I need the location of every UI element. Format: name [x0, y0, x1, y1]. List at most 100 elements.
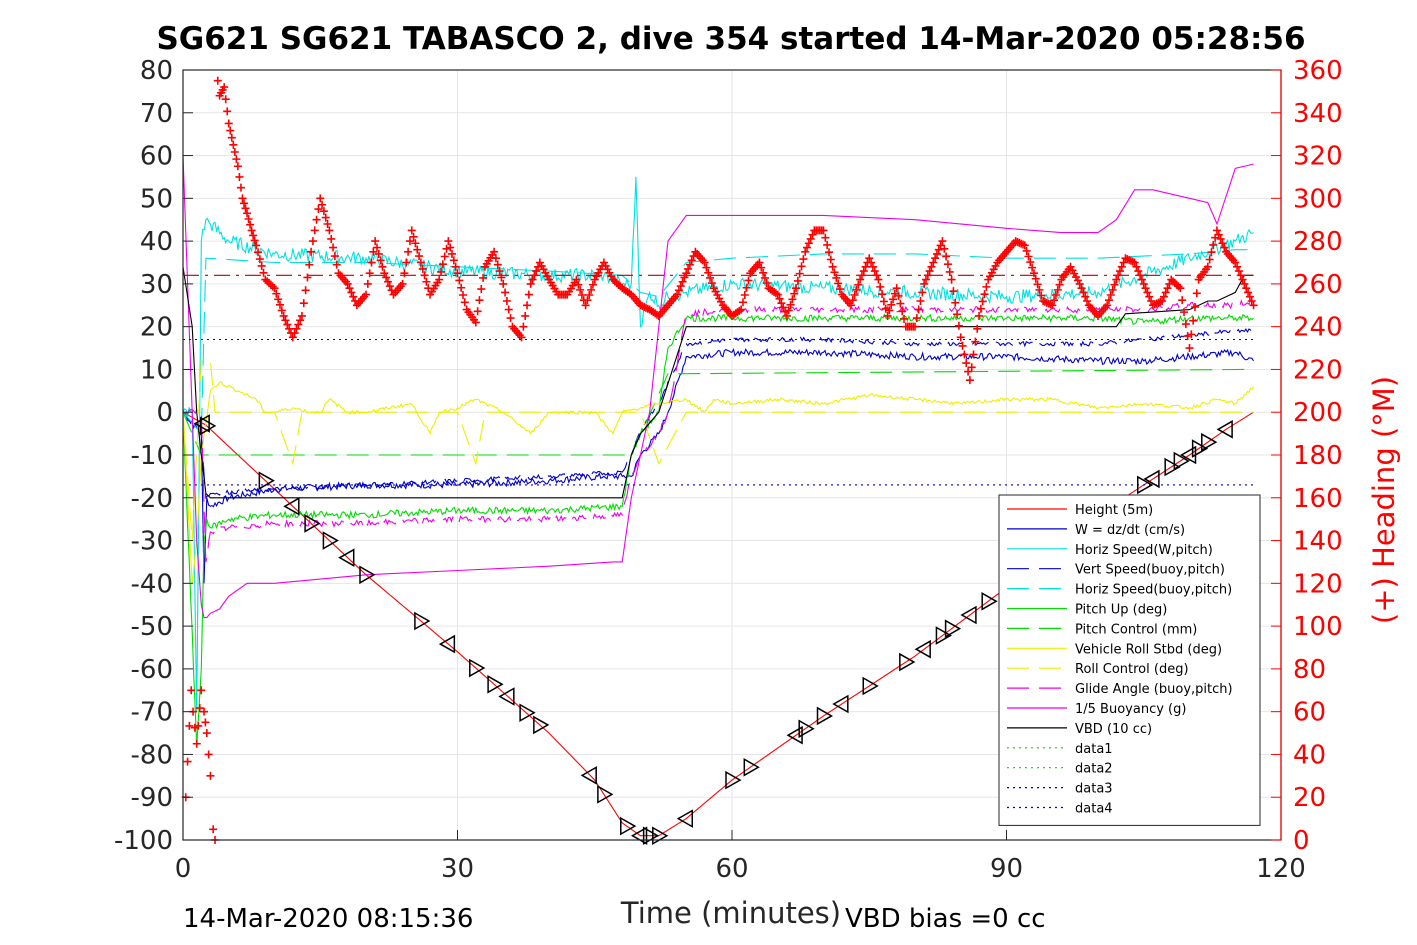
- heading-marker: [319, 207, 328, 216]
- heading-marker: [1192, 289, 1201, 298]
- heading-marker: [420, 271, 429, 280]
- heading-marker: [1123, 255, 1132, 264]
- heading-marker: [1035, 285, 1044, 294]
- heading-marker: [1104, 296, 1113, 305]
- heading-marker: [835, 285, 844, 294]
- heading-marker: [680, 273, 689, 282]
- depth-triangle-marker: [1201, 432, 1218, 452]
- heading-marker: [856, 275, 865, 284]
- depth-triangle-marker: [597, 785, 614, 804]
- heading-marker: [931, 254, 940, 263]
- heading-marker: [415, 252, 424, 261]
- heading-marker: [585, 291, 594, 300]
- heading-marker: [872, 271, 881, 280]
- heading-marker: [973, 324, 982, 333]
- heading-marker: [301, 286, 310, 295]
- heading-marker: [738, 298, 747, 307]
- y-right-tick-label: 240: [1293, 313, 1343, 343]
- heading-marker: [1114, 271, 1123, 280]
- y-right-tick-label: 60: [1293, 698, 1326, 728]
- heading-marker: [372, 243, 381, 252]
- heading-marker: [347, 288, 356, 297]
- heading-marker: [277, 306, 286, 315]
- heading-marker: [945, 267, 954, 276]
- heading-marker: [964, 367, 973, 376]
- heading-marker: [440, 252, 449, 261]
- y-tick-label: 20: [140, 313, 173, 343]
- heading-marker: [894, 291, 903, 300]
- heading-marker: [760, 273, 769, 282]
- heading-marker: [976, 304, 985, 313]
- heading-marker: [285, 324, 294, 333]
- heading-marker: [1024, 252, 1033, 261]
- heading-marker: [1218, 239, 1227, 248]
- depth-triangle-marker: [899, 652, 916, 672]
- heading-marker: [1040, 297, 1049, 306]
- heading-marker: [400, 269, 409, 278]
- heading-marker: [312, 215, 321, 224]
- heading-marker: [1158, 297, 1167, 305]
- heading-marker: [947, 275, 956, 284]
- heading-marker: [197, 686, 206, 695]
- heading-marker: [803, 243, 812, 252]
- heading-marker: [850, 291, 859, 300]
- y-tick-label: -40: [131, 569, 173, 599]
- heading-marker: [246, 220, 255, 229]
- heading-marker: [912, 314, 921, 323]
- y-tick-label: 10: [140, 355, 173, 385]
- heading-marker: [367, 258, 376, 267]
- heading-marker: [859, 267, 868, 276]
- heading-marker: [332, 260, 341, 269]
- heading-marker: [243, 209, 252, 218]
- heading-marker: [229, 140, 238, 149]
- heading-marker: [453, 269, 462, 278]
- heading-marker: [204, 750, 213, 759]
- heading-marker: [1236, 271, 1245, 280]
- heading-marker: [1247, 297, 1256, 305]
- heading-marker: [588, 280, 597, 289]
- heading-marker: [330, 252, 339, 261]
- heading-marker: [1106, 291, 1115, 300]
- depth-triangle-marker: [359, 565, 376, 585]
- heading-marker: [257, 261, 266, 270]
- heading-marker: [1203, 262, 1212, 271]
- heading-marker: [451, 262, 460, 271]
- heading-marker: [1121, 254, 1130, 263]
- heading-marker: [819, 226, 828, 235]
- legend: Height (5m) W = dz/dt (cm/s) Horiz Speed(W…: [998, 494, 1261, 826]
- heading-marker: [808, 230, 817, 239]
- x-tick-label: 120: [1256, 854, 1306, 884]
- heading-marker: [1143, 288, 1152, 297]
- heading-marker: [1108, 285, 1117, 294]
- series-line-vbd: [182, 266, 1254, 499]
- heading-marker: [1130, 258, 1139, 267]
- heading-marker: [187, 686, 196, 695]
- heading-marker: [523, 301, 532, 310]
- heading-marker: [194, 721, 203, 730]
- heading-marker: [777, 299, 786, 308]
- heading-marker: [345, 284, 354, 293]
- heading-marker: [327, 234, 336, 243]
- footer-timestamp: 14-Mar-2020 08:15:36: [183, 904, 473, 934]
- heading-marker: [502, 297, 511, 305]
- series-line-height: [182, 411, 1254, 837]
- heading-marker: [1018, 240, 1027, 249]
- heading-marker: [640, 302, 649, 311]
- heading-marker: [290, 329, 299, 338]
- heading-marker: [380, 269, 389, 278]
- heading-marker: [1214, 230, 1223, 239]
- heading-marker: [1044, 299, 1053, 308]
- heading-marker: [371, 237, 380, 246]
- y-right-tick-label: 220: [1293, 355, 1343, 385]
- heading-marker: [793, 276, 802, 285]
- heading-marker: [674, 286, 683, 295]
- heading-marker: [581, 301, 590, 310]
- heading-marker: [1207, 248, 1216, 257]
- heading-marker: [638, 302, 647, 311]
- x-tick-label: 90: [990, 854, 1023, 884]
- heading-marker: [294, 320, 303, 329]
- heading-marker: [329, 243, 338, 252]
- heading-marker: [914, 305, 923, 314]
- heading-marker: [1154, 298, 1163, 307]
